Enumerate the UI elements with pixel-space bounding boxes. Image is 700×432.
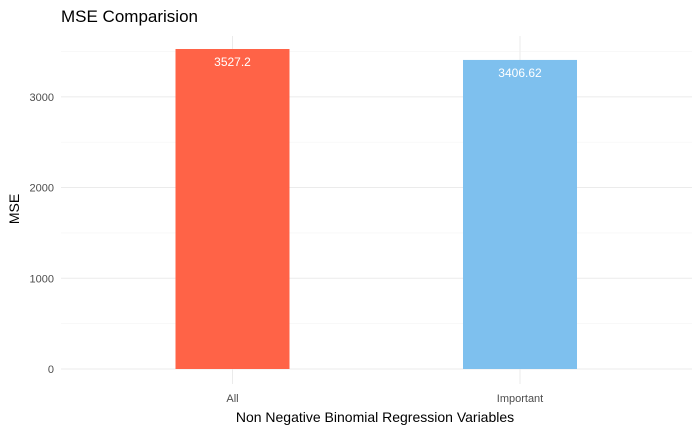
x-axis-title: Non Negative Binomial Regression Variabl… xyxy=(236,409,514,425)
x-axis-ticks: All Important xyxy=(226,393,543,405)
y-tick-label: 3000 xyxy=(30,92,54,104)
x-tick-label: All xyxy=(226,393,238,405)
bar-important xyxy=(463,59,577,369)
chart-title: MSE Comparision xyxy=(61,7,198,26)
y-tick-label: 1000 xyxy=(30,273,54,285)
bar-labels: 3527.2 3406.62 xyxy=(214,55,542,80)
grid xyxy=(61,36,692,384)
y-axis-ticks: 0 1000 2000 3000 xyxy=(30,92,54,376)
x-tick-label: Important xyxy=(497,393,543,405)
y-tick-label: 0 xyxy=(48,364,54,376)
bar-all xyxy=(175,49,290,369)
bars xyxy=(175,49,577,369)
data-label: 3406.62 xyxy=(498,66,542,80)
y-tick-label: 2000 xyxy=(30,183,54,195)
y-axis-title: MSE xyxy=(6,194,22,224)
data-label: 3527.2 xyxy=(214,55,251,69)
